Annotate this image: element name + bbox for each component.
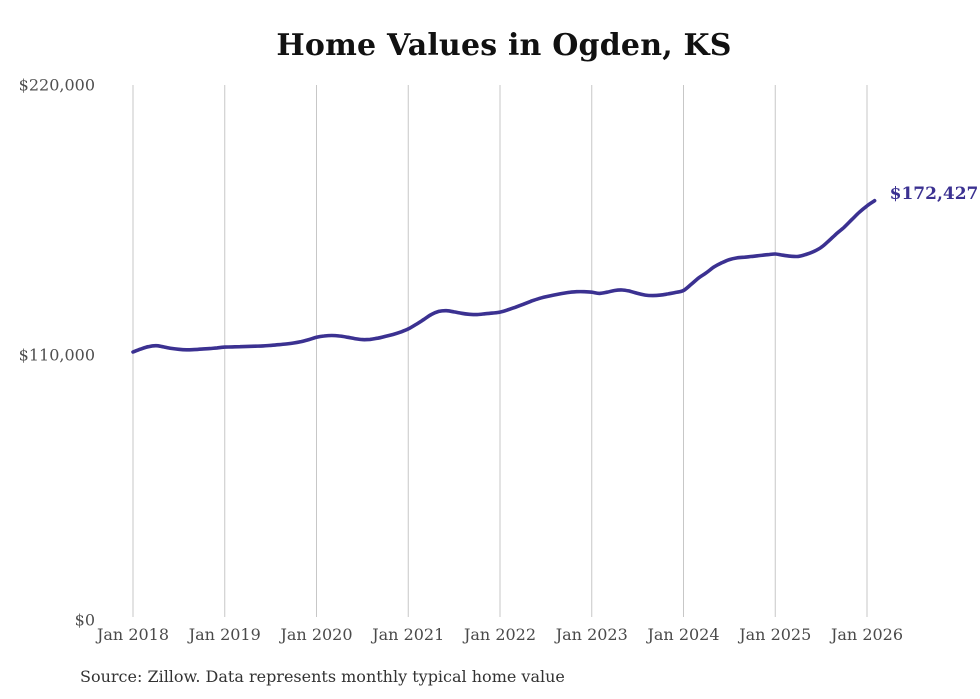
- y-tick-label: $110,000: [18, 345, 95, 364]
- x-tick-label: Jan 2018: [96, 625, 170, 644]
- y-tick-label: $220,000: [18, 75, 95, 95]
- x-tick-label: Jan 2026: [830, 625, 904, 644]
- x-tick-label: Jan 2023: [555, 625, 628, 644]
- source-note: Source: Zillow. Data represents monthly …: [80, 667, 565, 686]
- x-tick-label: Jan 2019: [188, 625, 261, 644]
- y-tick-label: $0: [74, 610, 95, 630]
- x-tick-label: Jan 2020: [280, 625, 353, 644]
- x-tick-label: Jan 2021: [372, 625, 445, 644]
- latest-value-label: $172,427: [889, 183, 979, 204]
- x-tick-label: Jan 2022: [463, 625, 537, 644]
- x-tick-label: Jan 2025: [739, 625, 812, 644]
- chart-title: Home Values in Ogden, KS: [276, 28, 732, 63]
- home-value-series-line: [131, 198, 877, 354]
- x-tick-label: Jan 2024: [647, 625, 720, 644]
